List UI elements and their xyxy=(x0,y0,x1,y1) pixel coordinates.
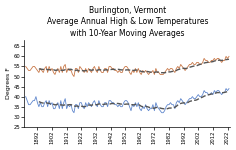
Y-axis label: Degrees F: Degrees F xyxy=(6,68,11,99)
Title: Burlington, Vermont
Average Annual High & Low Temperatures
with 10-Year Moving A: Burlington, Vermont Average Annual High … xyxy=(46,6,208,38)
